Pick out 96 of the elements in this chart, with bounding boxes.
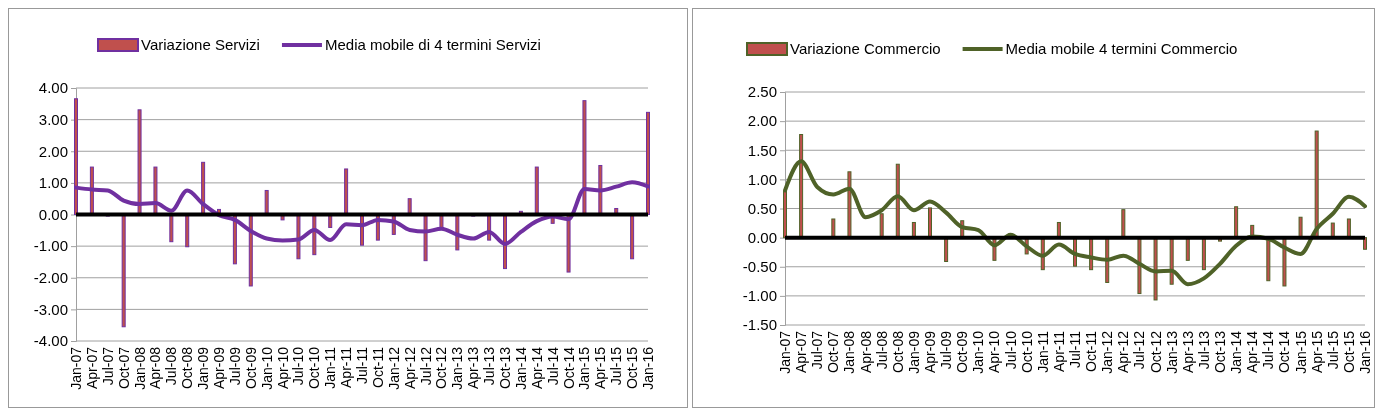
x-tick-label: Oct-15 — [624, 346, 641, 390]
x-tick-label: Jul-07 — [809, 330, 826, 370]
x-tick-label: Apr-07 — [793, 330, 810, 374]
x-tick-label: Apr-10 — [274, 346, 291, 390]
y-tick-label: 0.50 — [747, 199, 777, 217]
x-tick-label: Jan-08 — [841, 330, 858, 374]
x-tick-label: Jul-15 — [608, 346, 625, 386]
y-tick-label: 2.50 — [747, 83, 777, 101]
legend-label: Media mobile di 4 termini Servizi — [324, 36, 541, 53]
x-tick-label: Jan-09 — [195, 346, 212, 390]
x-tick-label: Jan-11 — [322, 346, 339, 389]
x-tick-label: Jan-11 — [1034, 330, 1051, 373]
y-tick-label: -0.50 — [742, 258, 777, 276]
x-tick-label: Oct-12 — [433, 346, 450, 390]
x-tick-label: Jan-15 — [576, 346, 593, 390]
x-tick-label: Jul-07 — [99, 346, 116, 386]
x-tick-label: Jul-13 — [1195, 330, 1212, 370]
y-tick-label: 1.00 — [38, 174, 68, 192]
x-tick-label: Oct-15 — [1340, 330, 1357, 374]
x-tick-label: Apr-09 — [211, 346, 227, 390]
y-tick-label: 4.00 — [38, 79, 68, 97]
x-tick-label: Oct-11 — [369, 346, 386, 388]
x-tick-label: Jul-08 — [873, 330, 890, 370]
y-tick-label: -1.00 — [33, 237, 68, 255]
x-tick-label: Apr-09 — [922, 330, 938, 374]
legend-label: Variazione Servizi — [141, 36, 260, 53]
x-tick-label: Jan-09 — [905, 330, 922, 374]
y-tick-label: -3.00 — [33, 300, 68, 318]
x-tick-label: Apr-10 — [986, 330, 1003, 374]
y-tick-label: 1.00 — [747, 170, 777, 188]
x-tick-label: Jan-07 — [777, 330, 793, 374]
x-tick-label: Oct-07 — [115, 346, 132, 390]
y-tick-label: -2.00 — [33, 269, 68, 287]
x-tick-label: Oct-09 — [242, 346, 259, 390]
x-tick-label: Oct-07 — [825, 330, 842, 374]
y-tick-label: -1.00 — [742, 287, 777, 305]
x-tick-label: Jul-09 — [938, 330, 955, 370]
x-tick-label: Oct-09 — [954, 330, 971, 374]
x-tick-label: Jan-10 — [970, 330, 987, 374]
x-tick-label: Oct-14 — [560, 346, 577, 390]
x-tick-label: Apr-08 — [147, 346, 164, 390]
y-tick-label: 3.00 — [38, 110, 68, 128]
x-tick-label: Apr-08 — [857, 330, 874, 374]
legend-label: Variazione Commercio — [790, 40, 941, 57]
x-tick-label: Jan-12 — [1099, 330, 1116, 374]
x-tick-label: Jan-15 — [1292, 330, 1309, 374]
x-tick-label: Apr-13 — [465, 346, 482, 390]
y-tick-label: 2.00 — [38, 142, 68, 160]
x-tick-label: Oct-10 — [1018, 330, 1035, 374]
x-tick-label: Jul-15 — [1324, 330, 1341, 370]
x-tick-label: Apr-11 — [338, 346, 355, 388]
x-tick-label: Oct-13 — [1212, 330, 1228, 374]
x-tick-label: Jan-13 — [1163, 330, 1180, 374]
y-tick-label: -4.00 — [33, 332, 68, 350]
y-tick-label: 0.00 — [38, 205, 68, 223]
x-tick-label: Apr-14 — [528, 346, 545, 390]
x-tick-label: Jan-08 — [131, 346, 148, 390]
x-tick-label: Jan-14 — [512, 346, 529, 390]
x-tick-label: Jan-13 — [449, 346, 466, 390]
x-tick-label: Jan-07 — [68, 346, 84, 390]
x-tick-label: Jan-12 — [385, 346, 402, 390]
x-tick-label: Jul-12 — [417, 346, 434, 386]
legend-label: Media mobile 4 termini Commercio — [1005, 40, 1238, 57]
y-tick-label: 0.00 — [747, 228, 777, 246]
x-tick-label: Oct-12 — [1147, 330, 1164, 374]
x-tick-label: Oct-14 — [1276, 330, 1293, 374]
x-tick-label: Jul-09 — [226, 346, 243, 386]
x-tick-label: Apr-12 — [401, 346, 418, 390]
x-tick-label: Apr-15 — [1308, 330, 1325, 374]
x-tick-label: Jul-12 — [1131, 330, 1148, 370]
x-tick-label: Oct-08 — [889, 330, 906, 374]
x-tick-label: Jul-11 — [354, 346, 370, 385]
x-tick-label: Jul-08 — [163, 346, 180, 386]
x-tick-label: Apr-14 — [1244, 330, 1261, 374]
y-tick-label: 1.50 — [747, 141, 777, 159]
x-tick-label: Oct-11 — [1083, 330, 1100, 372]
x-tick-label: Jan-14 — [1228, 330, 1245, 374]
x-tick-label: Jul-13 — [481, 346, 498, 386]
x-tick-label: Apr-11 — [1050, 330, 1067, 372]
x-tick-label: Jul-14 — [544, 346, 561, 386]
x-tick-label: Apr-07 — [83, 346, 100, 390]
x-tick-label: Oct-08 — [179, 346, 196, 390]
x-tick-label: Jul-11 — [1067, 330, 1083, 369]
x-tick-label: Jul-14 — [1260, 330, 1277, 370]
x-tick-label: Jan-16 — [1357, 330, 1373, 374]
y-tick-label: -1.50 — [742, 316, 777, 334]
x-tick-label: Jan-16 — [640, 346, 656, 390]
x-tick-label: Jan-10 — [258, 346, 275, 390]
x-tick-label: Oct-13 — [497, 346, 513, 390]
x-tick-label: Oct-10 — [306, 346, 323, 390]
y-tick-label: 2.00 — [747, 112, 777, 130]
x-tick-label: Apr-15 — [592, 346, 609, 390]
x-tick-label: Jul-10 — [1002, 330, 1019, 370]
x-tick-label: Apr-12 — [1115, 330, 1132, 374]
x-tick-label: Apr-13 — [1179, 330, 1196, 374]
x-tick-label: Jul-10 — [290, 346, 307, 386]
